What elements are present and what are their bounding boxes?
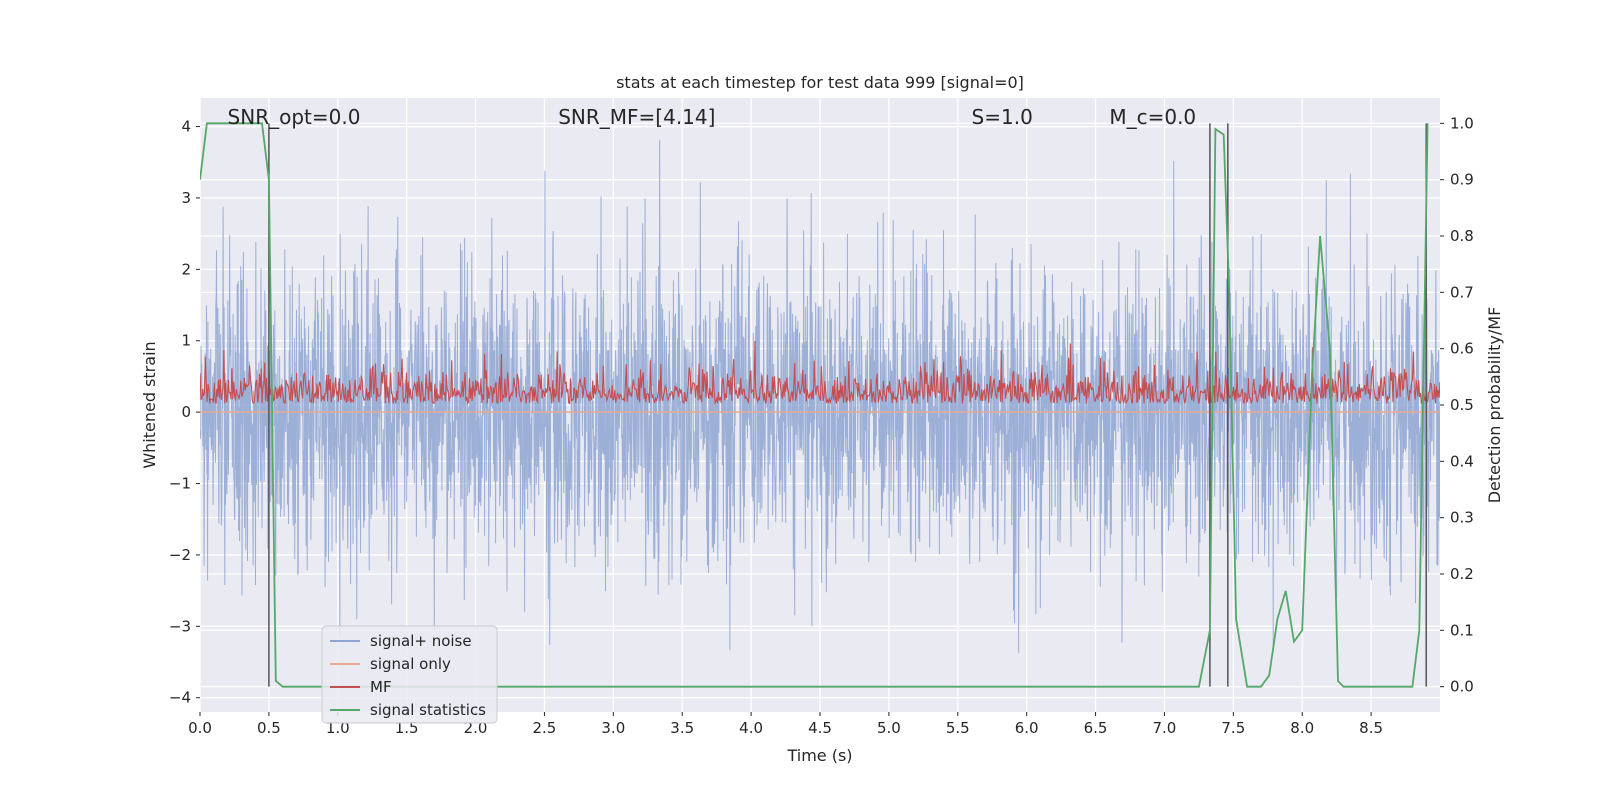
y-tick-label: −3 <box>169 617 191 635</box>
annotation-text: SNR_MF=[4.14] <box>558 105 715 129</box>
x-tick-label: 6.5 <box>1084 719 1108 737</box>
y-right-tick-label: 0.8 <box>1450 227 1474 245</box>
y-tick-label: −4 <box>169 689 191 707</box>
legend-entry-label: signal+ noise <box>370 632 472 650</box>
x-tick-label: 5.5 <box>946 719 970 737</box>
y-right-tick-label: 0.9 <box>1450 171 1474 189</box>
x-tick-label: 3.0 <box>601 719 625 737</box>
annotation-text: SNR_opt=0.0 <box>228 105 361 129</box>
y-right-tick-label: 1.0 <box>1450 114 1474 132</box>
series-signal-noise-line <box>200 140 1440 654</box>
y-right-tick-label: 0.6 <box>1450 340 1474 358</box>
y-tick-label: −1 <box>169 475 191 493</box>
x-tick-label: 3.5 <box>670 719 694 737</box>
chart-title: stats at each timestep for test data 999… <box>616 73 1024 92</box>
x-tick-label: 5.0 <box>877 719 901 737</box>
y-tick-label: 2 <box>181 260 191 278</box>
x-tick-label: 4.0 <box>739 719 763 737</box>
x-axis-label: Time (s) <box>786 746 852 765</box>
annotation-text: S=1.0 <box>972 105 1033 129</box>
series-signal-statistics-line <box>200 122 1429 688</box>
y-right-tick-label: 0.5 <box>1450 396 1474 414</box>
series-mf-line <box>200 340 1440 406</box>
legend-entry-label: MF <box>370 678 392 696</box>
y-tick-label: 4 <box>181 118 191 136</box>
legend-entry-label: signal only <box>370 655 451 673</box>
x-tick-label: 7.5 <box>1221 719 1245 737</box>
x-tick-label: 8.0 <box>1290 719 1314 737</box>
x-tick-label: 6.0 <box>1015 719 1039 737</box>
y-right-tick-label: 0.7 <box>1450 283 1474 301</box>
y-right-axis-label: Detection probability/MF <box>1485 307 1504 504</box>
plot-series-group <box>200 122 1440 688</box>
y-tick-label: −2 <box>169 546 191 564</box>
y-right-tick-label: 0.3 <box>1450 509 1474 527</box>
legend-box <box>321 625 498 724</box>
y-right-tick-label: 0.1 <box>1450 621 1474 639</box>
x-tick-label: 0.5 <box>257 719 281 737</box>
x-tick-label: 7.0 <box>1153 719 1177 737</box>
y-tick-label: 0 <box>181 403 191 421</box>
y-right-tick-label: 0.2 <box>1450 565 1474 583</box>
y-axis-label: Whitened strain <box>140 341 159 468</box>
y-tick-label: 1 <box>181 332 191 350</box>
legend: signal+ noise signal only MF signal statist… <box>321 625 498 724</box>
x-tick-label: 0.0 <box>188 719 212 737</box>
annotation-text: M_c=0.0 <box>1109 105 1196 129</box>
y-right-tick-label: 0.0 <box>1450 678 1474 696</box>
x-tick-label: 2.5 <box>533 719 557 737</box>
legend-entry-label: signal statistics <box>370 701 486 719</box>
y-tick-label: 3 <box>181 189 191 207</box>
y-right-tick-label: 0.4 <box>1450 452 1474 470</box>
x-tick-label: 8.5 <box>1359 719 1383 737</box>
x-tick-label: 4.5 <box>808 719 832 737</box>
